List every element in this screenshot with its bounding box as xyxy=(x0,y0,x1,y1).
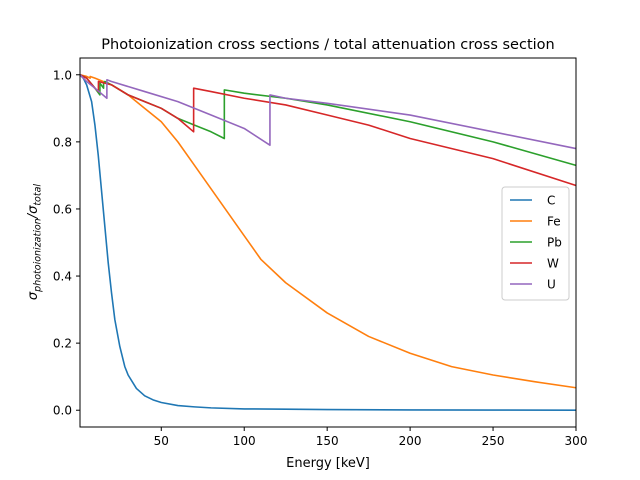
y-tick-label: 1.0 xyxy=(53,68,72,82)
x-tick-label: 200 xyxy=(399,434,422,448)
x-tick-label: 250 xyxy=(482,434,505,448)
x-tick-label: 150 xyxy=(316,434,339,448)
y-tick-label: 0.6 xyxy=(53,202,72,216)
legend-label-c: C xyxy=(547,194,555,208)
legend-label-fe: Fe xyxy=(547,215,561,229)
legend-label-pb: Pb xyxy=(547,236,562,250)
x-tick-label: 300 xyxy=(565,434,588,448)
legend-label-u: U xyxy=(547,278,556,292)
x-tick-label: 100 xyxy=(233,434,256,448)
y-tick-label: 0.0 xyxy=(53,404,72,418)
y-label-denominator-subscript: total xyxy=(33,184,44,206)
y-label-numerator-subscript: photoionization xyxy=(33,218,44,293)
chart-title: Photoionization cross sections / total a… xyxy=(101,37,554,53)
x-tick-label: 50 xyxy=(154,434,169,448)
legend-label-w: W xyxy=(547,257,559,271)
x-axis-label: Energy [keV] xyxy=(286,456,370,471)
y-label-separator: /σ xyxy=(26,205,41,219)
legend: C Fe Pb WU xyxy=(502,187,569,300)
y-tick-label: 0.2 xyxy=(53,337,72,351)
y-tick-label: 0.8 xyxy=(53,135,72,149)
y-tick-label: 0.4 xyxy=(53,270,72,284)
